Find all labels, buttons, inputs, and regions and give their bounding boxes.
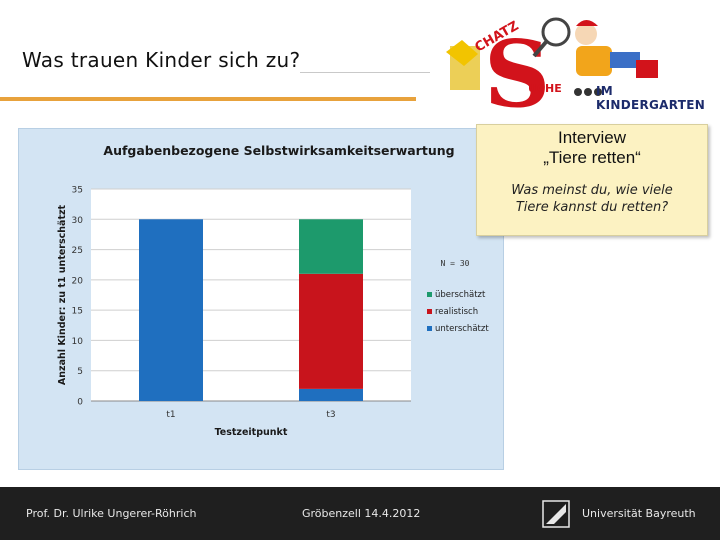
- y-tick-label: 5: [77, 367, 83, 377]
- wheel-icon: [584, 88, 592, 96]
- y-tick-label: 10: [72, 337, 84, 347]
- y-tick-label: 20: [72, 276, 84, 286]
- logo-tagline: IM KINDERGARTEN: [596, 84, 706, 112]
- stacked-bar-chart: Aufgabenbezogene Selbstwirksamkeitserwar…: [57, 143, 489, 438]
- footer-university: Universität Bayreuth: [582, 507, 696, 520]
- y-tick-label: 0: [77, 398, 83, 408]
- wheel-icon: [574, 88, 582, 96]
- slide-title: Was trauen Kinder sich zu?: [22, 48, 301, 72]
- chart-annotation: N = 30: [441, 259, 470, 268]
- logo-star: [446, 40, 478, 66]
- callout-heading-line2: „Tiere retten“: [543, 148, 641, 167]
- magnifier-handle: [532, 40, 548, 58]
- legend-label: überschätzt: [435, 290, 486, 300]
- callout-question-line2: Tiere kannst du retten?: [515, 200, 669, 215]
- callout-heading: Interview „Tiere retten“: [477, 128, 707, 168]
- legend-swatch: [427, 326, 432, 331]
- y-tick-label: 30: [72, 216, 84, 226]
- legend-swatch: [427, 292, 432, 297]
- schatzsuche-logo: CHATZ S UCHE: [446, 17, 658, 108]
- y-tick-label: 25: [72, 246, 83, 256]
- legend-swatch: [427, 309, 432, 314]
- footer-event: Gröbenzell 14.4.2012: [302, 507, 421, 520]
- chart-panel: Aufgabenbezogene Selbstwirksamkeitserwar…: [18, 128, 504, 470]
- wheel-icon: [594, 88, 602, 96]
- x-tick-label: t1: [166, 410, 175, 420]
- callout-heading-line1: Interview: [557, 128, 627, 147]
- interview-callout: Interview „Tiere retten“ Was meinst du, …: [476, 124, 708, 236]
- child-body: [576, 46, 612, 76]
- child-legs: [610, 52, 640, 68]
- y-tick-label: 35: [72, 186, 83, 196]
- legend-label: unterschätzt: [435, 324, 489, 334]
- bar-segment: [299, 273, 363, 389]
- child-head: [575, 23, 597, 45]
- logo-letter: S: [484, 20, 550, 108]
- x-tick-label: t3: [326, 410, 335, 420]
- title-divider: [0, 97, 416, 101]
- university-logo-icon: [542, 500, 570, 528]
- magnifier-icon: [541, 17, 571, 47]
- y-tick-label: 15: [72, 307, 83, 317]
- child-cap: [576, 20, 598, 26]
- callout-question: Was meinst du, wie viele Tiere kannst du…: [477, 182, 707, 216]
- callout-question-line1: Was meinst du, wie viele: [511, 183, 673, 198]
- logo-suffix: UCHE: [528, 82, 562, 95]
- bar-segment: [299, 219, 363, 274]
- x-axis-label: Testzeitpunkt: [215, 427, 288, 438]
- footer-author: Prof. Dr. Ulrike Ungerer-Röhrich: [26, 507, 197, 520]
- y-axis-label: Anzahl Kinder: zu t1 unterschätzt: [57, 204, 68, 385]
- chart-title: Aufgabenbezogene Selbstwirksamkeitserwar…: [103, 143, 454, 158]
- bar-segment: [299, 388, 363, 401]
- footer-bar: [0, 487, 720, 540]
- bar-segment: [139, 219, 203, 401]
- legend-label: realistisch: [435, 307, 478, 317]
- title-divider-thin: [300, 72, 430, 73]
- child-skate: [636, 60, 658, 78]
